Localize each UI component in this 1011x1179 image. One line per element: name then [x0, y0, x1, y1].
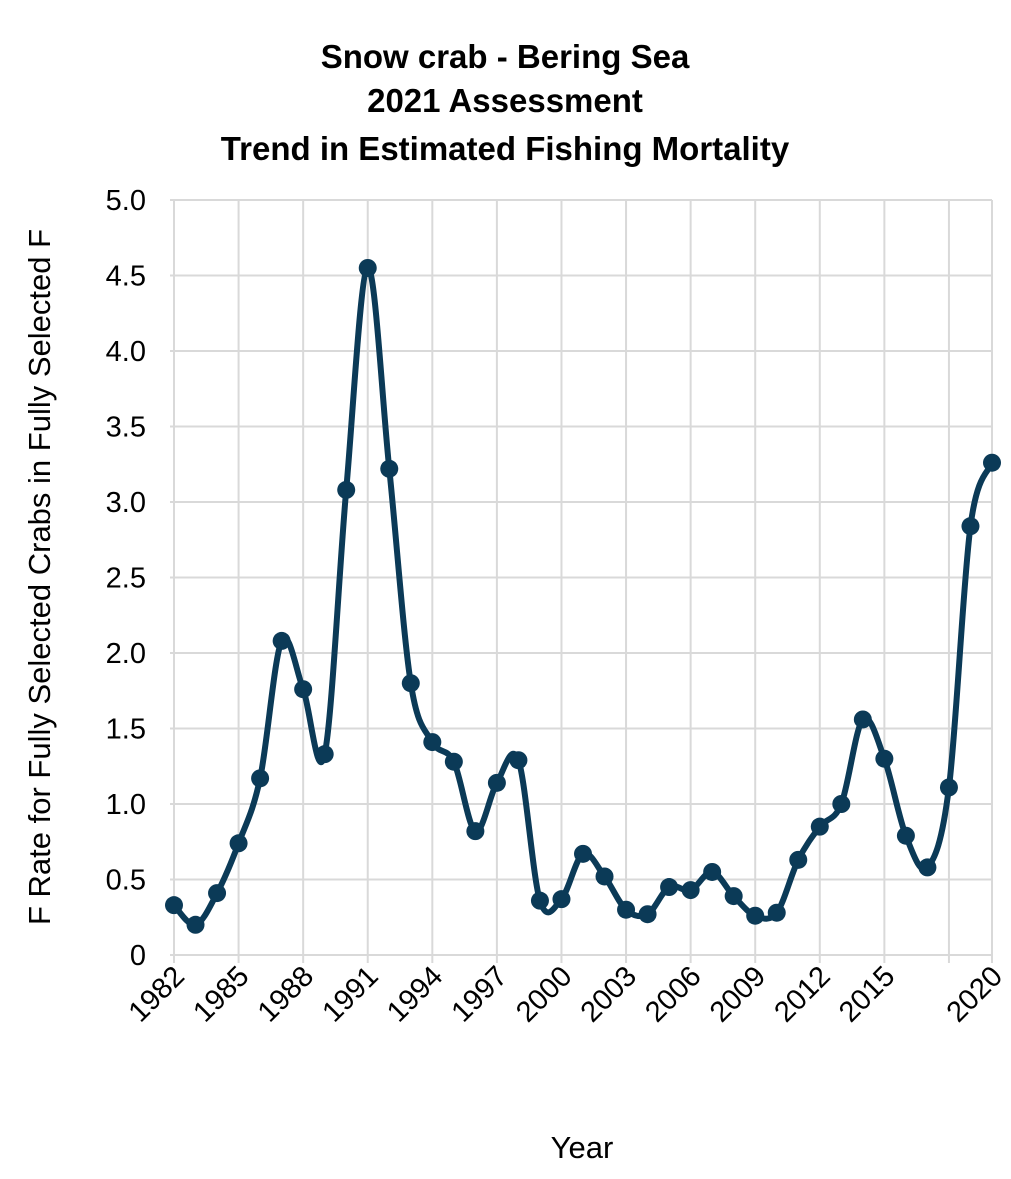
data-point — [595, 867, 614, 886]
data-point — [444, 752, 463, 771]
data-point — [961, 517, 980, 536]
data-point — [401, 674, 420, 693]
x-tick-label: 2009 — [704, 960, 772, 1028]
y-tick-label: 0.5 — [106, 865, 146, 897]
x-tick-label: 1994 — [381, 960, 449, 1028]
data-point — [509, 751, 528, 770]
x-axis-ticks: 1982198519881991199419972000200320062009… — [123, 960, 1009, 1028]
data-point — [272, 631, 291, 650]
x-tick-label: 2000 — [510, 960, 578, 1028]
series-line — [171, 264, 995, 928]
y-tick-label: 1.0 — [106, 789, 146, 821]
chart-title-line-3: Trend in Estimated Fishing Mortality — [221, 130, 790, 167]
data-point — [617, 900, 636, 919]
data-point — [767, 903, 786, 922]
data-point — [660, 878, 679, 897]
data-point — [896, 826, 915, 845]
data-point — [337, 480, 356, 499]
data-point — [294, 680, 313, 699]
data-point — [380, 459, 399, 478]
data-point — [638, 905, 657, 924]
data-point — [466, 822, 485, 841]
data-point — [918, 858, 937, 877]
x-tick-label: 1985 — [187, 960, 255, 1028]
data-point — [208, 884, 227, 903]
data-point — [574, 844, 592, 863]
data-point — [703, 862, 722, 881]
data-point — [681, 881, 700, 900]
y-axis-label: F Rate for Fully Selected Crabs in Fully… — [22, 229, 57, 925]
data-point — [487, 773, 506, 792]
data-point — [165, 896, 183, 915]
data-point — [810, 817, 829, 836]
data-point — [530, 891, 549, 910]
y-tick-label: 5.0 — [106, 185, 146, 217]
x-tick-label: 2012 — [768, 960, 836, 1028]
data-point — [853, 710, 872, 729]
chart-title: Snow crab - Bering Sea 2021 Assessment T… — [221, 38, 790, 167]
data-points — [165, 258, 1001, 934]
data-point — [229, 834, 248, 853]
x-tick-label: 1997 — [446, 960, 514, 1028]
data-point — [832, 795, 851, 813]
y-tick-label: 1.5 — [106, 714, 146, 746]
data-point — [315, 745, 334, 764]
y-tick-label: 4.0 — [106, 336, 146, 368]
data-point — [746, 906, 765, 925]
x-tick-label: 2006 — [639, 960, 707, 1028]
y-tick-label: 2.0 — [106, 638, 146, 670]
data-point — [939, 778, 958, 797]
x-axis-label: Year — [551, 1130, 614, 1165]
series-f — [171, 264, 995, 928]
x-tick-label: 2020 — [941, 960, 1009, 1028]
data-point — [724, 887, 743, 906]
y-tick-label: 0 — [130, 940, 146, 972]
data-point — [789, 850, 808, 869]
chart-title-line-2: 2021 Assessment — [367, 82, 643, 119]
y-tick-label: 3.0 — [106, 487, 146, 519]
x-tick-label: 1991 — [316, 960, 384, 1028]
data-point — [251, 769, 270, 788]
y-tick-label: 2.5 — [106, 563, 146, 595]
x-tick-label: 1988 — [252, 960, 320, 1028]
y-tick-label: 3.5 — [106, 412, 146, 444]
grid — [170, 199, 993, 963]
data-point — [186, 915, 205, 934]
chart-title-line-1: Snow crab - Bering Sea — [321, 38, 690, 75]
data-point — [552, 890, 571, 909]
data-point — [358, 258, 377, 277]
data-point — [983, 453, 1001, 472]
x-tick-label: 2003 — [575, 960, 643, 1028]
y-axis-ticks: 0 0.5 1.0 1.5 2.0 2.5 3.0 3.5 4.0 4.5 5.0 — [106, 185, 146, 972]
y-tick-label: 4.5 — [106, 261, 146, 293]
data-point — [875, 749, 894, 768]
data-point — [423, 733, 442, 752]
x-tick-label: 2015 — [833, 960, 901, 1028]
